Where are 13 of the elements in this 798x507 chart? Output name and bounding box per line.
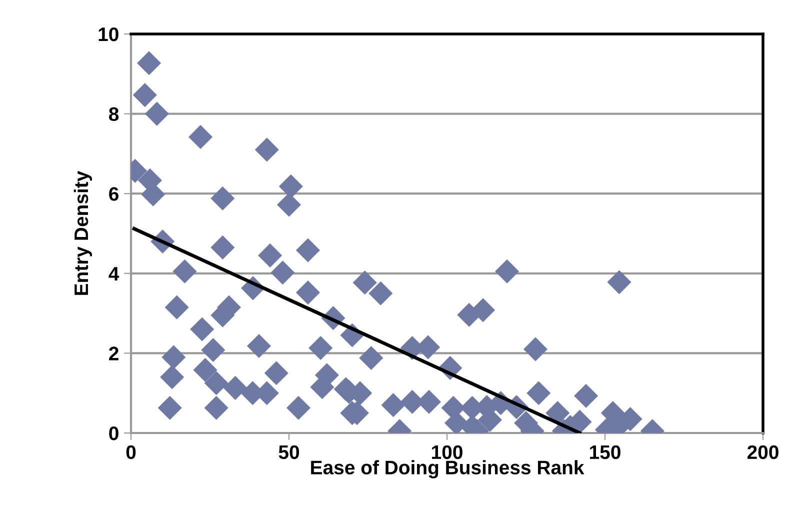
x-tick-label: 50: [278, 445, 300, 460]
y-tick-label: 6: [109, 187, 118, 201]
y-tick-label: 10: [98, 27, 118, 42]
y-tick-label: 0: [109, 426, 118, 440]
x-tick-label: 150: [590, 445, 620, 460]
x-tick-label: 100: [432, 445, 462, 460]
x-tick-label: 200: [747, 445, 778, 460]
x-tick-label: 0: [126, 445, 136, 460]
y-tick-label: 4: [108, 267, 120, 280]
y-tick-label: 2: [109, 346, 118, 360]
x-axis-title: Ease of Doing Business Rank: [311, 460, 584, 478]
y-tick-label: 8: [109, 107, 119, 122]
y-axis-title: Entry Density: [74, 170, 92, 295]
